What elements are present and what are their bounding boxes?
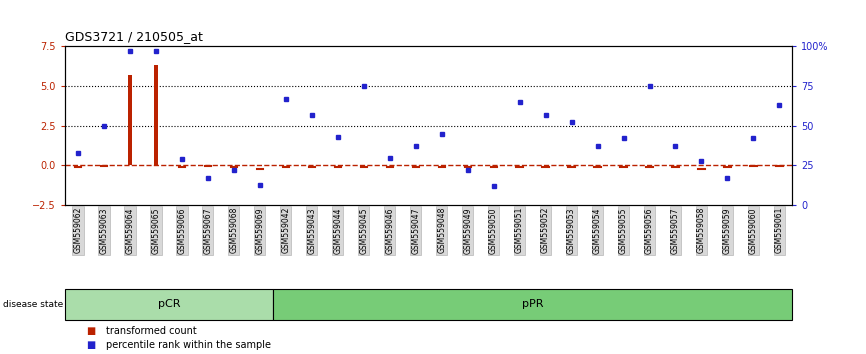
Text: GSM559044: GSM559044 bbox=[333, 207, 342, 253]
Text: GSM559065: GSM559065 bbox=[152, 207, 160, 253]
Text: GSM559059: GSM559059 bbox=[723, 207, 732, 253]
Bar bbox=[153, 65, 158, 166]
Text: GSM559042: GSM559042 bbox=[281, 207, 290, 253]
Text: GSM559054: GSM559054 bbox=[593, 207, 602, 253]
Text: GSM559055: GSM559055 bbox=[619, 207, 628, 253]
Text: ■: ■ bbox=[87, 326, 96, 336]
Text: GSM559043: GSM559043 bbox=[307, 207, 316, 253]
Text: transformed count: transformed count bbox=[106, 326, 197, 336]
Text: ■: ■ bbox=[87, 340, 96, 350]
Text: GSM559061: GSM559061 bbox=[775, 207, 784, 253]
Text: pPR: pPR bbox=[522, 299, 543, 309]
Text: GSM559068: GSM559068 bbox=[229, 207, 238, 253]
Text: disease state ▶: disease state ▶ bbox=[3, 300, 73, 309]
Bar bbox=[127, 75, 132, 166]
Text: pCR: pCR bbox=[158, 299, 180, 309]
Text: GSM559051: GSM559051 bbox=[515, 207, 524, 253]
Text: GSM559067: GSM559067 bbox=[204, 207, 212, 253]
Text: GSM559046: GSM559046 bbox=[385, 207, 394, 253]
Text: GSM559047: GSM559047 bbox=[411, 207, 420, 253]
Text: GSM559052: GSM559052 bbox=[541, 207, 550, 253]
Text: GSM559058: GSM559058 bbox=[697, 207, 706, 253]
Text: GSM559060: GSM559060 bbox=[749, 207, 758, 253]
Text: GSM559045: GSM559045 bbox=[359, 207, 368, 253]
Text: GSM559066: GSM559066 bbox=[178, 207, 186, 253]
Text: GSM559053: GSM559053 bbox=[567, 207, 576, 253]
Text: GSM559062: GSM559062 bbox=[74, 207, 82, 253]
Text: GDS3721 / 210505_at: GDS3721 / 210505_at bbox=[65, 30, 203, 44]
Text: GSM559057: GSM559057 bbox=[671, 207, 680, 253]
Text: GSM559050: GSM559050 bbox=[489, 207, 498, 253]
Text: percentile rank within the sample: percentile rank within the sample bbox=[106, 340, 271, 350]
Text: GSM559056: GSM559056 bbox=[645, 207, 654, 253]
Text: GSM559069: GSM559069 bbox=[255, 207, 264, 253]
Text: GSM559064: GSM559064 bbox=[126, 207, 134, 253]
Text: GSM559048: GSM559048 bbox=[437, 207, 446, 253]
Text: GSM559063: GSM559063 bbox=[100, 207, 108, 253]
Text: GSM559049: GSM559049 bbox=[463, 207, 472, 253]
